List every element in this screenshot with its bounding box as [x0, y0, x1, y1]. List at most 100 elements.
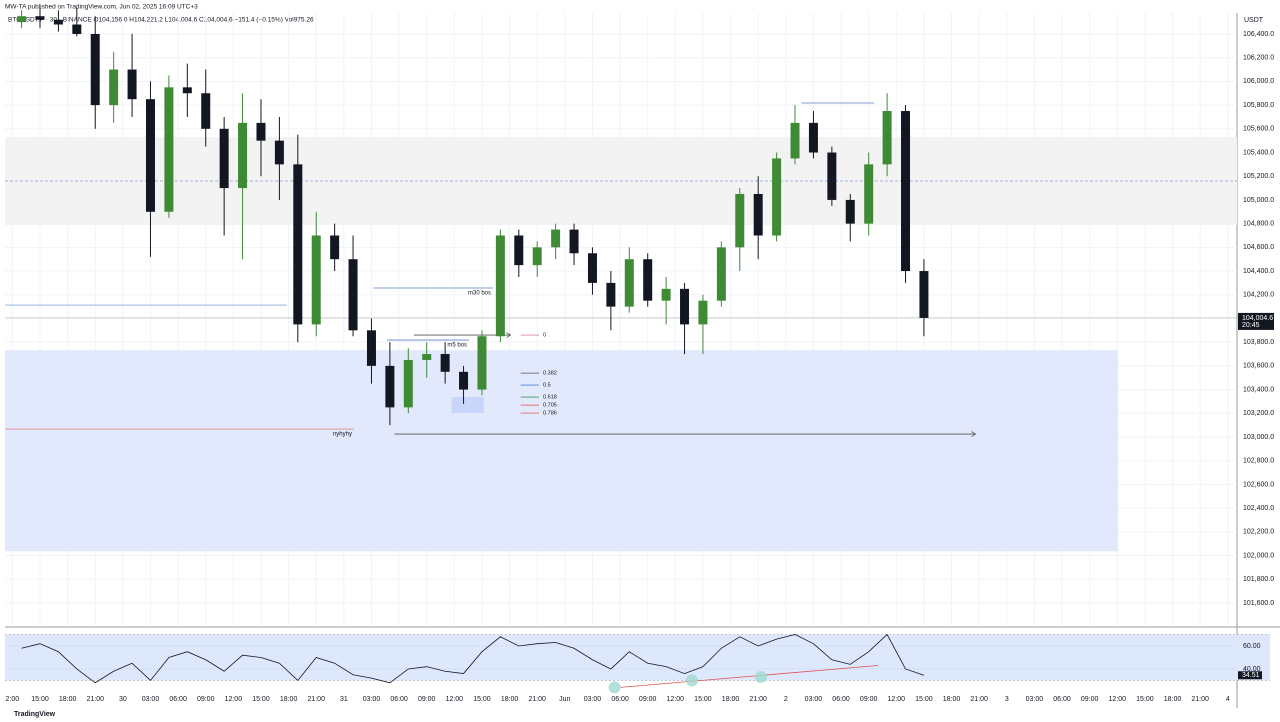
x-tick-label: 15:00 — [473, 696, 491, 703]
y-tick-label: 101,800.0 — [1243, 576, 1274, 583]
candle-body — [201, 93, 211, 129]
x-tick-label: 18:00 — [280, 696, 298, 703]
candle-body — [293, 164, 303, 325]
x-tick-label: 03:00 — [1026, 696, 1044, 703]
candle-body — [17, 16, 27, 23]
x-tick-label: 06:00 — [1053, 696, 1071, 703]
fib-label: 0.786 — [543, 411, 557, 417]
x-tick-label: 18:00 — [59, 696, 77, 703]
x-tick-label: 06:00 — [611, 696, 629, 703]
candle-body — [735, 194, 745, 248]
candle-body — [385, 365, 395, 408]
candle-body — [72, 24, 82, 34]
candle-body — [403, 359, 413, 408]
x-tick-label: 18:00 — [943, 696, 961, 703]
x-tick-label: 31 — [340, 696, 348, 703]
fib-label: 0.618 — [543, 395, 557, 401]
x-tick-label: 2 — [784, 696, 788, 703]
candle-body — [440, 354, 450, 372]
x-tick-label: Jun — [559, 696, 570, 703]
candle-body — [109, 69, 119, 106]
x-tick-label: 12:00 — [1109, 696, 1127, 703]
candle-body — [422, 354, 432, 360]
x-tick-label: 15:00 — [915, 696, 933, 703]
y-tick-label: 104,600.0 — [1243, 244, 1274, 251]
x-tick-label: 09:00 — [418, 696, 436, 703]
y-tick-label: 104,800.0 — [1243, 220, 1274, 227]
candle-body — [790, 122, 800, 159]
candle-body — [311, 235, 321, 325]
candle-body — [127, 69, 137, 100]
candle-body — [716, 247, 726, 301]
x-tick-label: 12:00 — [225, 696, 243, 703]
x-tick-label: 15:00 — [252, 696, 270, 703]
x-tick-label: 21:00 — [86, 696, 104, 703]
rsi-band — [5, 634, 1270, 681]
x-tick-label: 09:00 — [1081, 696, 1099, 703]
line-label: nyhyhy — [333, 432, 352, 438]
x-tick-label: 4 — [1226, 696, 1230, 703]
y-tick-label: 103,200.0 — [1243, 410, 1274, 417]
y-tick-label: 103,400.0 — [1243, 386, 1274, 393]
y-tick-label: 105,200.0 — [1243, 173, 1274, 180]
y-tick-label: 102,000.0 — [1243, 552, 1274, 559]
candle-body — [845, 199, 855, 224]
chart-subtitle: BTCUSDT.P · 30 · BINANCE O104,156.0 H104… — [8, 17, 314, 24]
x-tick-label: 09:00 — [860, 696, 878, 703]
candle-body — [164, 87, 174, 212]
candle-body — [219, 128, 229, 189]
candle-body — [256, 122, 266, 141]
x-tick-label: 21:00 — [528, 696, 546, 703]
candle-body — [551, 229, 561, 248]
candle-body — [624, 259, 634, 307]
y-axis-label: USDT — [1244, 17, 1264, 24]
chart-title: MW-TA published on TradingView.com, Jun … — [5, 4, 198, 11]
x-tick-label: 12:00 — [667, 696, 685, 703]
x-tick-label: 15:00 — [1136, 696, 1154, 703]
candle-body — [348, 259, 358, 331]
candle-body — [145, 99, 155, 212]
candle-body — [864, 164, 874, 224]
candle-body — [495, 235, 505, 337]
line-label: m5 bos — [447, 343, 467, 349]
x-tick-label: 18:00 — [501, 696, 519, 703]
candle-body — [330, 235, 340, 260]
candle-body — [753, 194, 763, 236]
x-tick-label: 3 — [1005, 696, 1009, 703]
candle-body — [606, 282, 616, 307]
candle-body — [459, 371, 469, 390]
x-tick-label: 03:00 — [363, 696, 381, 703]
y-tick-label: 104,200.0 — [1243, 292, 1274, 299]
y-tick-label: 103,800.0 — [1243, 339, 1274, 346]
candle-body — [919, 271, 929, 318]
line-label: m30 bos — [468, 291, 491, 297]
arrow-head — [971, 431, 977, 437]
candle-body — [514, 235, 524, 266]
candle-body — [587, 253, 597, 283]
candle-body — [366, 330, 376, 366]
y-tick-label: 105,000.0 — [1243, 197, 1274, 204]
x-tick-label: 09:00 — [639, 696, 657, 703]
candle-body — [680, 288, 690, 325]
x-tick-label: 2:00 — [6, 696, 20, 703]
candle-body — [238, 122, 248, 189]
y-tick-label: 106,400.0 — [1243, 31, 1274, 38]
price-tag-label: 104,004.6 — [1242, 315, 1273, 322]
y-tick-label: 102,600.0 — [1243, 481, 1274, 488]
fib-label: 0.5 — [543, 383, 551, 389]
x-tick-label: 06:00 — [169, 696, 187, 703]
zone — [451, 397, 484, 414]
x-tick-label: 12:00 — [888, 696, 906, 703]
x-tick-label: 30 — [119, 696, 127, 703]
x-tick-label: 09:00 — [197, 696, 215, 703]
x-tick-label: 06:00 — [832, 696, 850, 703]
candle-body — [901, 111, 911, 272]
candle-body — [274, 140, 284, 165]
x-tick-label: 18:00 — [1164, 696, 1182, 703]
price-tag — [1238, 312, 1274, 330]
x-tick-label: 15:00 — [31, 696, 49, 703]
y-tick-label: 103,600.0 — [1243, 363, 1274, 370]
y-tick-label: 103,000.0 — [1243, 434, 1274, 441]
fib-label: 0.382 — [543, 371, 557, 377]
